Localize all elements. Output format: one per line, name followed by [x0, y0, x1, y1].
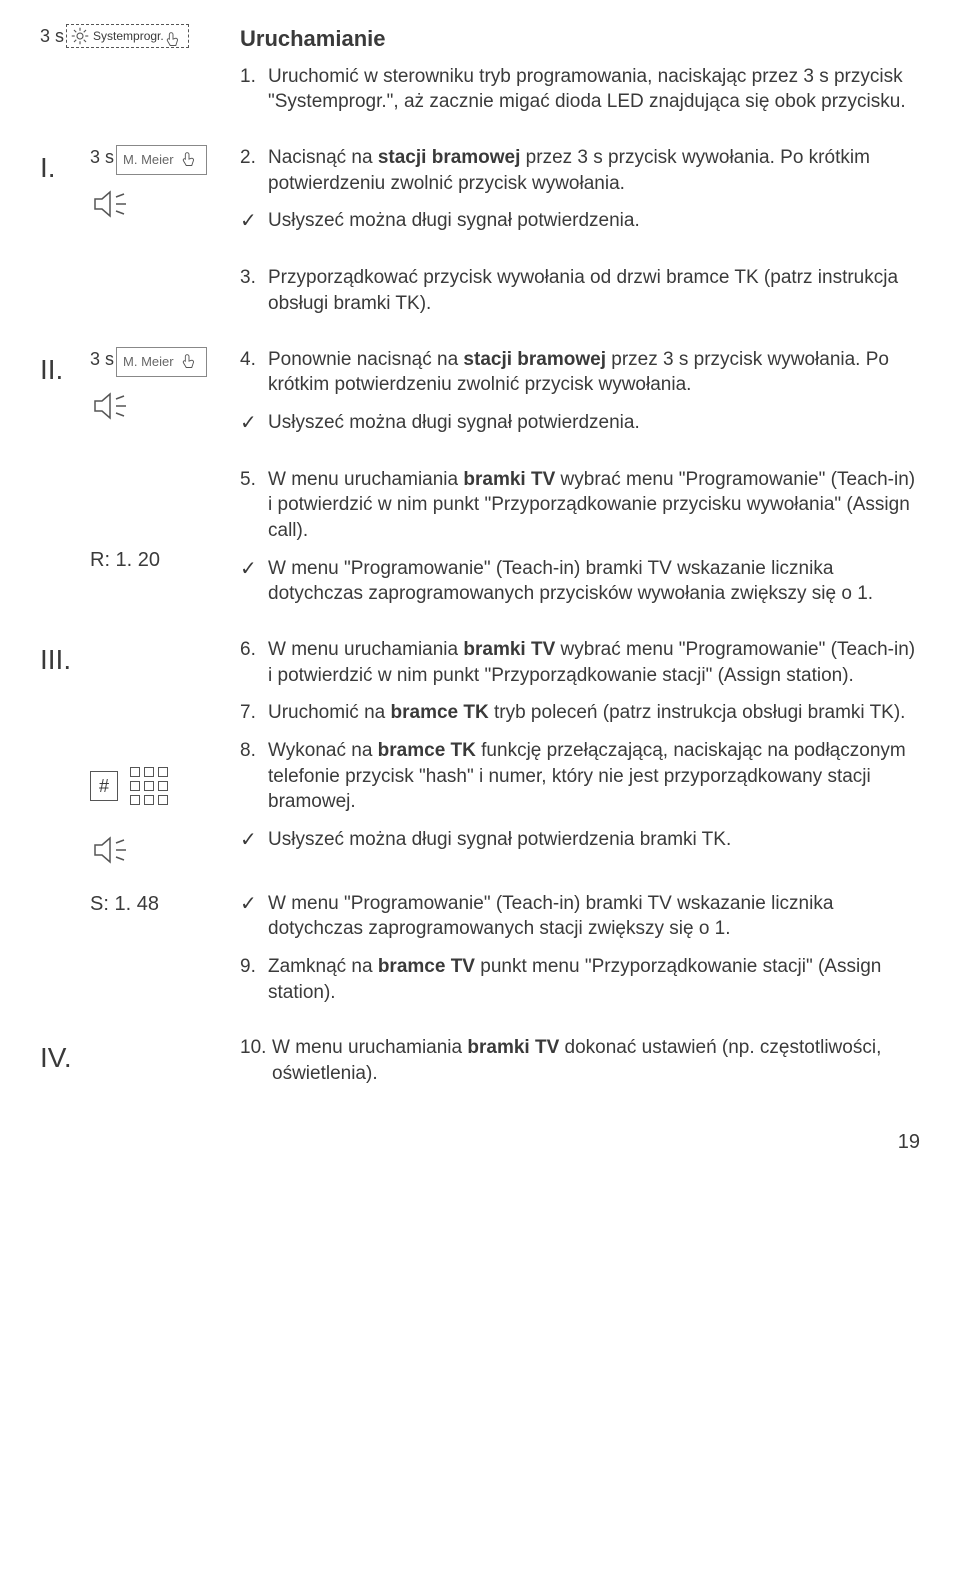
keypad-icon	[130, 767, 168, 805]
checkmark-icon: ✓	[240, 891, 268, 942]
confirm-text: W menu "Programowanie" (Teach-in) bramki…	[268, 891, 920, 942]
systemprogr-button-illustration: Systemprogr.	[66, 24, 189, 48]
duration-label: 3 s	[90, 145, 114, 169]
roman-marker: II.	[40, 347, 90, 449]
step-text: Uruchomić w sterowniku tryb programowani…	[268, 64, 920, 115]
roman-marker: IV.	[40, 1035, 90, 1098]
s-counter-label: S: 1. 48	[90, 891, 159, 918]
step-number: 10.	[240, 1035, 272, 1086]
step-text: Uruchomić na bramce TK tryb poleceń (pat…	[268, 700, 920, 726]
meier-label: M. Meier	[123, 151, 174, 169]
hand-press-icon	[178, 149, 200, 171]
step-text: W menu uruchamiania bramki TV dokonać us…	[272, 1035, 920, 1086]
systemprogr-label: Systemprogr.	[93, 28, 164, 44]
r-counter-label: R: 1. 20	[90, 547, 160, 574]
call-button-illustration: M. Meier	[116, 347, 207, 377]
meier-label: M. Meier	[123, 353, 174, 371]
checkmark-icon: ✓	[240, 410, 268, 437]
speaker-icon	[90, 391, 140, 421]
hand-press-icon	[162, 29, 184, 51]
step-number: 5.	[240, 467, 268, 544]
step-text: Nacisnąć na stacji bramowej przez 3 s pr…	[268, 145, 920, 196]
step-number: 9.	[240, 954, 268, 1005]
step-text: Przyporządkować przycisk wywołania od dr…	[268, 265, 920, 316]
step-number: 7.	[240, 700, 268, 726]
step-number: 4.	[240, 347, 268, 398]
roman-marker: I.	[40, 145, 90, 247]
section-title: Uruchamianie	[240, 24, 920, 54]
step-number: 6.	[240, 637, 268, 688]
hash-key-illustration: #	[90, 771, 118, 801]
confirm-text: Usłyszeć można długi sygnał potwierdzeni…	[268, 827, 920, 854]
step-text: Wykonać na bramce TK funkcję przełączają…	[268, 738, 920, 815]
speaker-icon	[90, 189, 140, 219]
step-number: 2.	[240, 145, 268, 196]
duration-label: 3 s	[90, 347, 114, 371]
hand-press-icon	[178, 351, 200, 373]
step-number: 1.	[240, 64, 268, 115]
checkmark-icon: ✓	[240, 208, 268, 235]
speaker-icon	[90, 835, 140, 865]
page-number: 19	[40, 1129, 920, 1156]
confirm-text: Usłyszeć można długi sygnał potwierdzeni…	[268, 208, 920, 235]
confirm-text: W menu "Programowanie" (Teach-in) bramki…	[268, 556, 920, 607]
confirm-text: Usłyszeć można długi sygnał potwierdzeni…	[268, 410, 920, 437]
checkmark-icon: ✓	[240, 556, 268, 607]
call-button-illustration: M. Meier	[116, 145, 207, 175]
led-icon	[71, 27, 89, 45]
roman-marker: III.	[40, 637, 90, 873]
checkmark-icon: ✓	[240, 827, 268, 854]
step-text: Ponownie nacisnąć na stacji bramowej prz…	[268, 347, 920, 398]
step-number: 8.	[240, 738, 268, 815]
step-text: Zamknąć na bramce TV punkt menu "Przypor…	[268, 954, 920, 1005]
step-text: W menu uruchamiania bramki TV wybrać men…	[268, 637, 920, 688]
duration-label: 3 s	[40, 24, 64, 48]
step-number: 3.	[240, 265, 268, 316]
step-text: W menu uruchamiania bramki TV wybrać men…	[268, 467, 920, 544]
